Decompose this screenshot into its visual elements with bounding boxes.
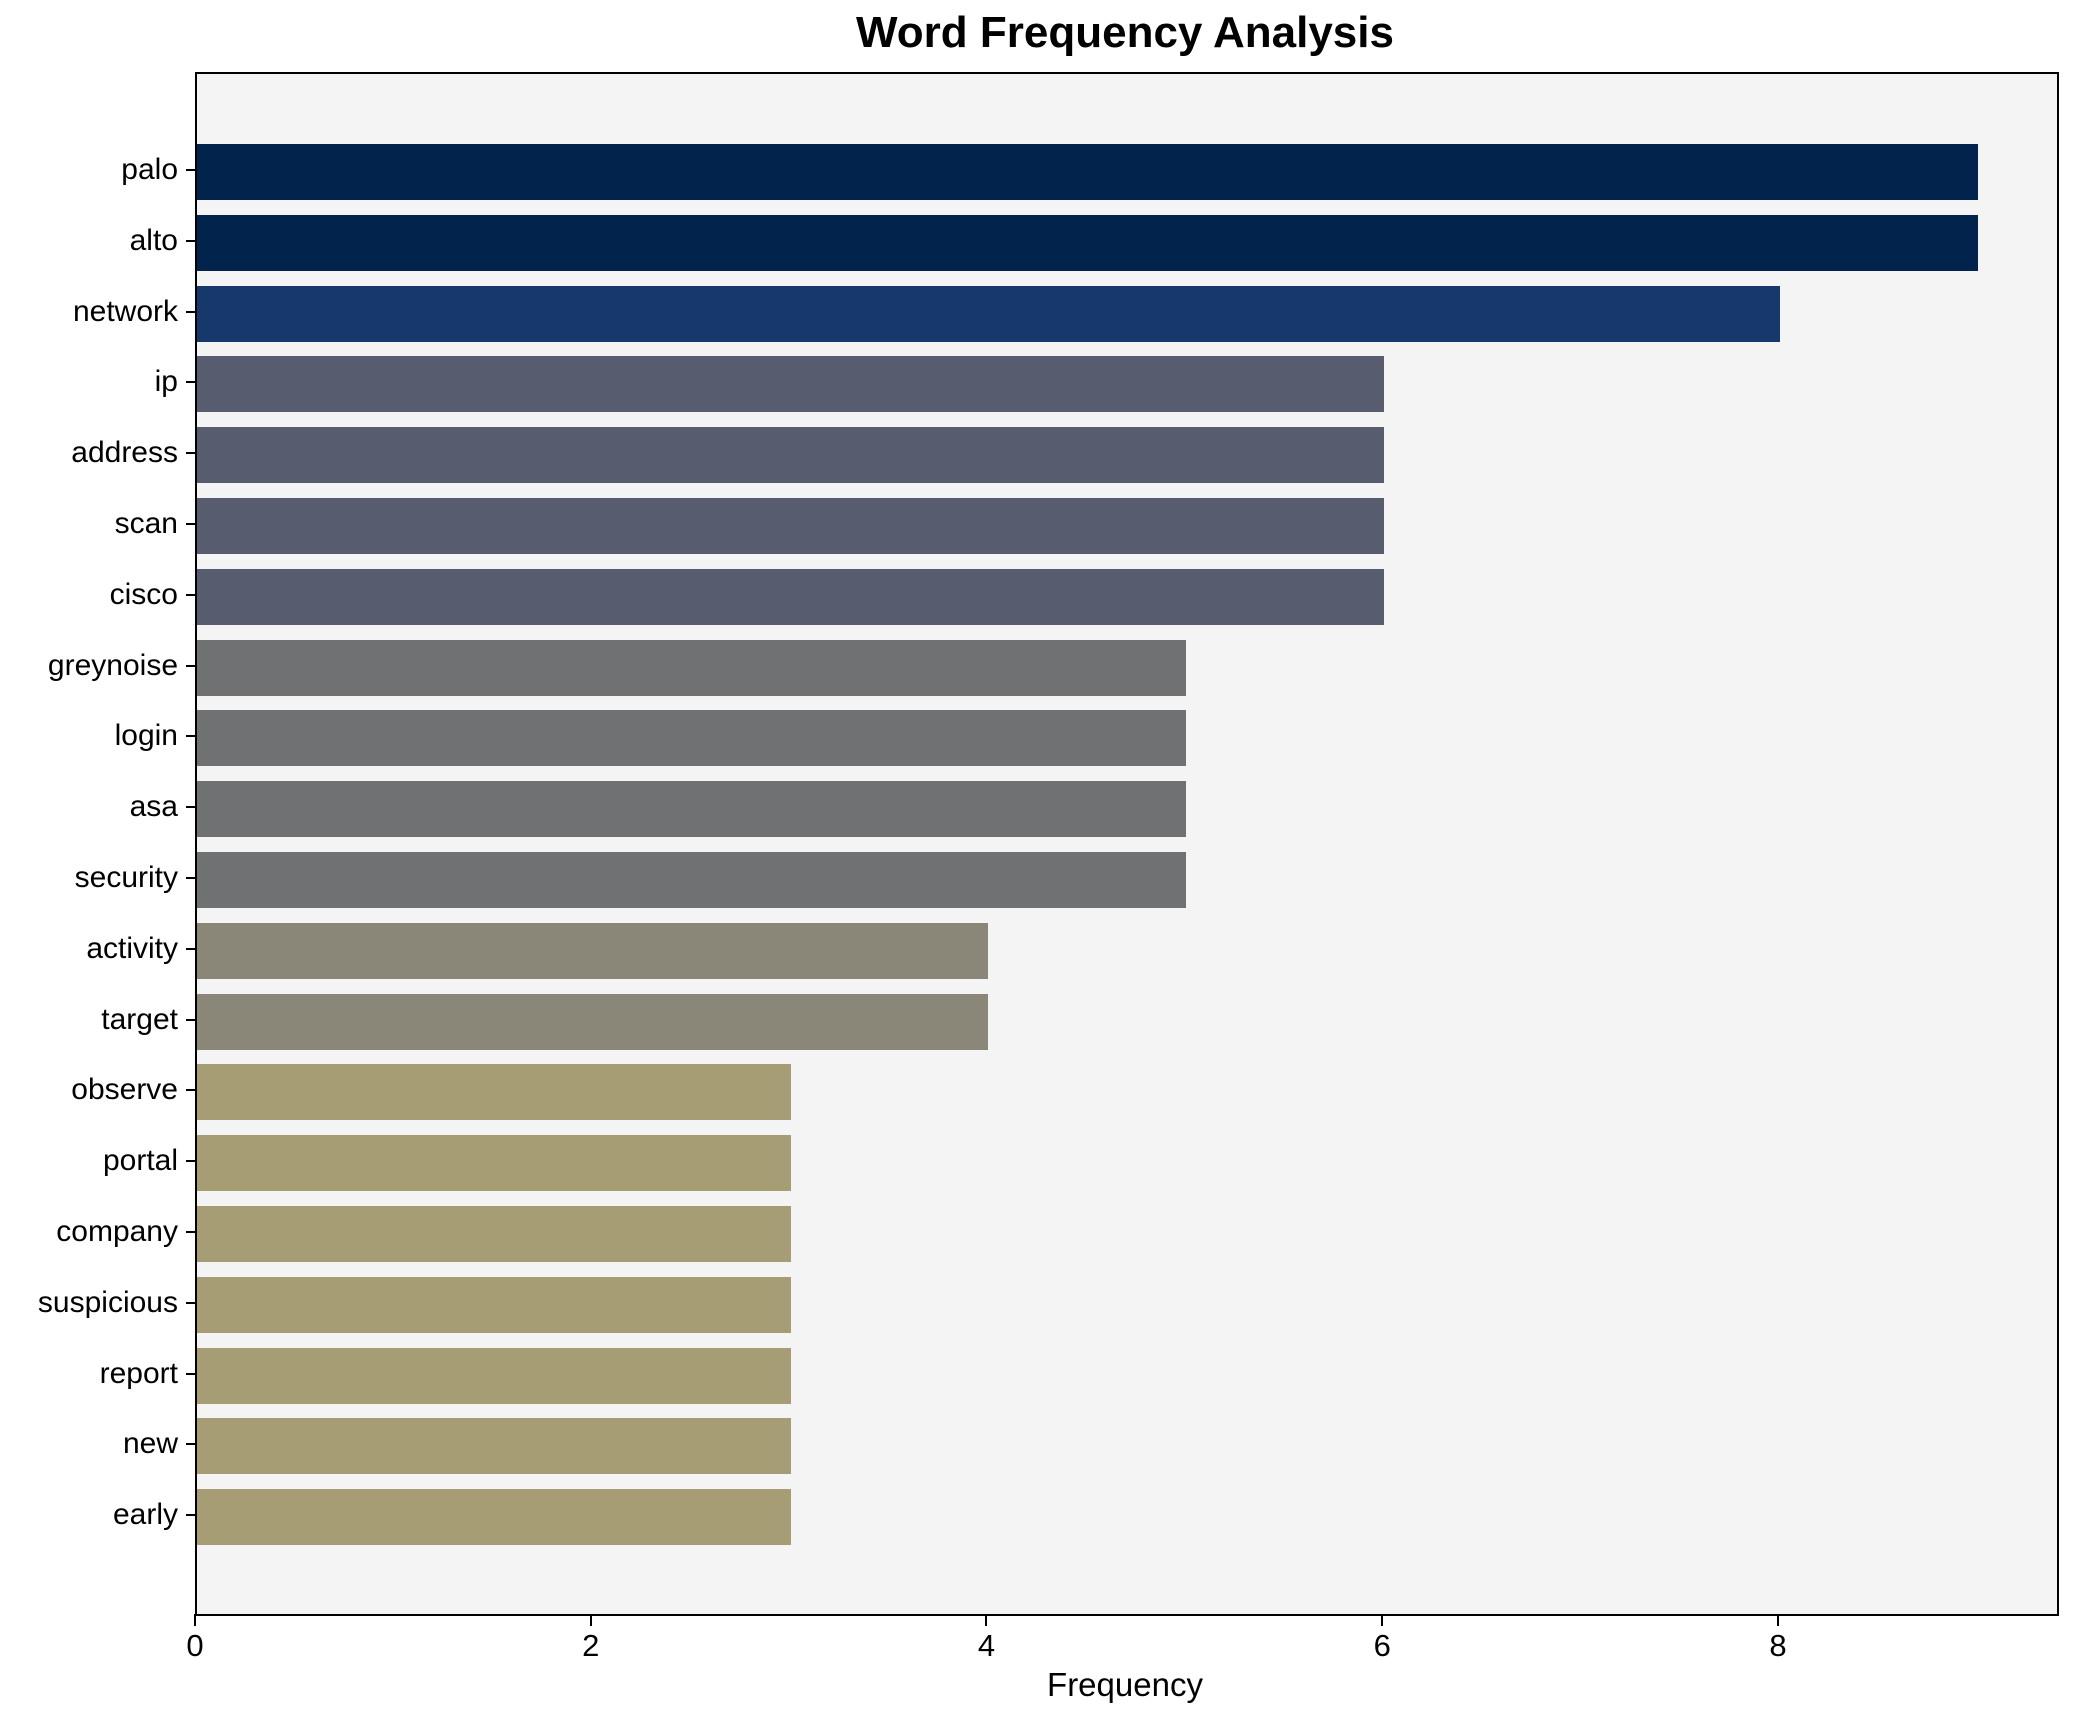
y-tick-label-observe: observe [71, 1073, 178, 1107]
y-tick-label-activity: activity [86, 931, 178, 965]
bar-alto [197, 214, 1978, 271]
y-tick-label-ip: ip [154, 365, 178, 399]
bar-security [197, 852, 1187, 908]
bar-portal [197, 1135, 791, 1192]
x-tick-mark [985, 1614, 988, 1626]
x-tick-mark [194, 1614, 196, 1626]
x-tick-label-8: 8 [1769, 1628, 1787, 1663]
y-tick-mark [186, 381, 196, 384]
bar-target [197, 993, 989, 1050]
bar-address [197, 427, 1385, 484]
y-tick-mark [186, 1089, 196, 1092]
bar-network [197, 285, 1780, 342]
y-tick-mark [186, 1018, 196, 1021]
bar-ip [197, 356, 1385, 413]
x-tick-label-4: 4 [977, 1628, 996, 1663]
bar-login [197, 710, 1187, 767]
x-tick-label-2: 2 [582, 1628, 600, 1663]
y-tick-mark [186, 1301, 196, 1304]
bar-observe [197, 1064, 791, 1121]
y-tick-label-new: new [122, 1427, 178, 1461]
bar-cisco [197, 568, 1385, 625]
y-tick-mark [186, 664, 196, 667]
x-tick-mark [589, 1614, 592, 1626]
chart-title: Word Frequency Analysis [856, 8, 1394, 57]
x-tick-label-0: 0 [186, 1628, 204, 1663]
bar-asa [197, 781, 1187, 838]
x-tick-mark [1776, 1614, 1779, 1626]
bar-company [197, 1206, 791, 1262]
y-tick-mark [186, 169, 196, 171]
y-tick-label-address: address [71, 436, 178, 470]
y-tick-mark [186, 1514, 196, 1517]
y-tick-label-cisco: cisco [109, 577, 178, 611]
y-tick-mark [186, 1231, 196, 1233]
y-tick-mark [186, 806, 196, 809]
y-tick-label-network: network [72, 294, 178, 328]
y-tick-label-alto: alto [129, 223, 178, 257]
y-tick-mark [186, 1160, 196, 1163]
x-tick-label-6: 6 [1373, 1628, 1391, 1663]
y-tick-label-greynoise: greynoise [47, 648, 178, 682]
y-tick-label-asa: asa [129, 790, 178, 824]
bar-report [197, 1347, 791, 1404]
y-tick-mark [186, 1443, 196, 1446]
bar-new [197, 1418, 791, 1475]
y-tick-mark [186, 593, 196, 596]
y-tick-mark [186, 877, 196, 879]
y-tick-label-login: login [114, 719, 178, 753]
y-tick-mark [186, 947, 196, 950]
bar-greynoise [197, 639, 1187, 696]
bar-palo [197, 144, 1978, 200]
y-tick-label-palo: palo [121, 153, 178, 186]
bar-suspicious [197, 1276, 791, 1333]
y-tick-label-scan: scan [114, 507, 178, 540]
x-axis-label: Frequency [1047, 1666, 1203, 1703]
bar-early [197, 1489, 791, 1546]
y-tick-label-report: report [99, 1356, 178, 1390]
y-tick-label-security: security [74, 861, 178, 894]
y-tick-mark [186, 523, 196, 525]
y-tick-mark [186, 310, 196, 313]
bar-activity [197, 922, 989, 979]
y-tick-label-company: company [56, 1215, 178, 1248]
y-tick-mark [186, 452, 196, 455]
y-tick-mark [186, 735, 196, 738]
y-tick-label-early: early [112, 1498, 178, 1532]
y-tick-label-portal: portal [102, 1144, 178, 1178]
y-tick-label-target: target [101, 1002, 178, 1036]
y-tick-label-suspicious: suspicious [37, 1285, 178, 1319]
bar-scan [197, 498, 1385, 554]
x-tick-mark [1381, 1614, 1384, 1626]
y-tick-mark [186, 1372, 196, 1375]
y-tick-mark [186, 239, 196, 242]
plot-area [195, 72, 2059, 1616]
